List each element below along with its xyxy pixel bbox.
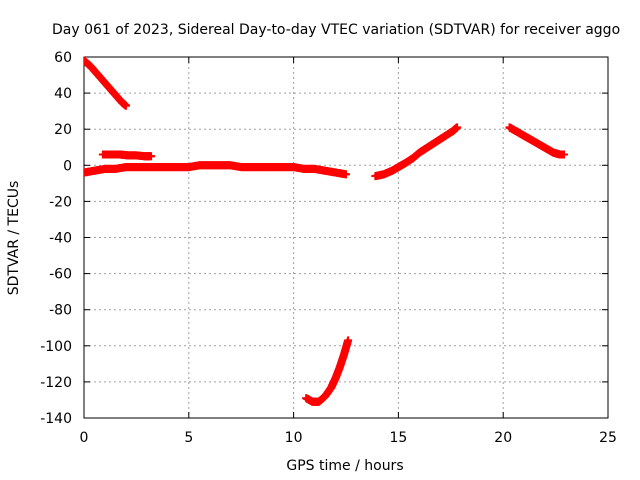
y-tick-label: 60 [54,50,72,66]
x-tick-label: 20 [494,430,512,446]
y-tick-label: 20 [54,122,72,138]
y-tick-label: 40 [54,86,72,102]
series-arc-5 [371,123,462,181]
grid [84,57,608,418]
data-point [147,152,156,161]
x-tick-label: 5 [184,430,193,446]
data-point [559,150,568,159]
y-tick-label: -120 [40,375,72,391]
data-point [453,123,462,132]
data-point [121,101,130,110]
y-tick-label: -140 [40,411,72,427]
series-arc-4 [302,336,353,406]
y-tick-label: -20 [49,194,72,210]
x-axis-label: GPS time / hours [286,458,403,474]
x-tick-label: 0 [80,430,89,446]
series-arc-3 [84,161,350,179]
y-axis-label: SDTVAR / TECUs [6,181,22,296]
data-series [84,56,568,406]
y-tick-label: -60 [49,267,72,283]
x-tick-label: 15 [389,430,407,446]
chart-title: Day 061 of 2023, Sidereal Day-to-day VTE… [52,22,620,38]
data-point [342,170,350,179]
x-axis-ticks: 0 5 10 15 20 25 [80,57,617,446]
y-axis-ticks: -140 -120 -100 -80 -60 -40 -20 0 20 40 60 [40,50,608,427]
data-point [344,336,353,345]
y-tick-label: 0 [63,158,72,174]
y-tick-label: -100 [40,339,72,355]
y-tick-label: -80 [49,303,72,319]
series-arc-2 [98,150,156,161]
x-tick-label: 10 [285,430,303,446]
series-arc-6 [505,123,568,159]
y-tick-label: -40 [49,231,72,247]
x-tick-label: 25 [599,430,617,446]
series-arc-1 [84,56,130,110]
